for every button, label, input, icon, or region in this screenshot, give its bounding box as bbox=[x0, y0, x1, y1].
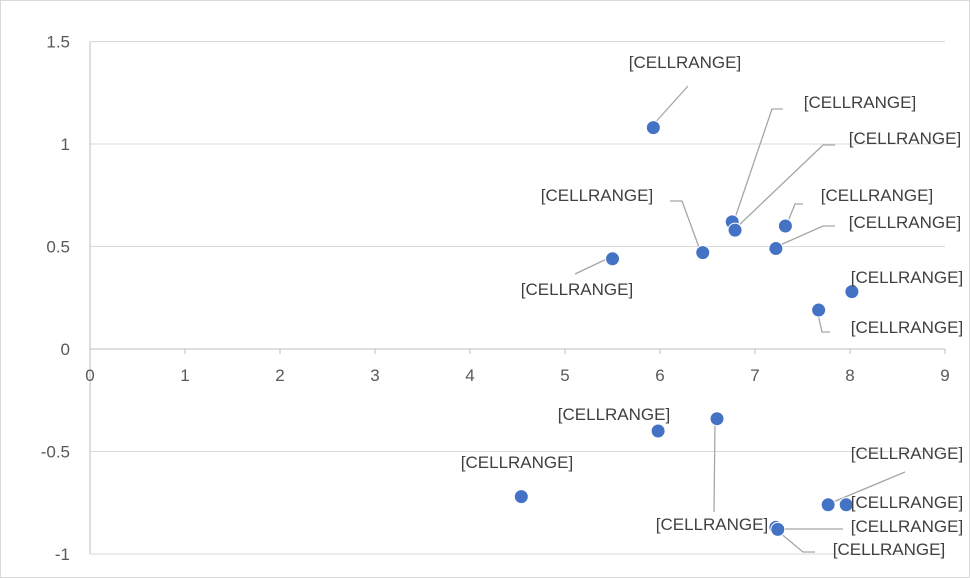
leader-line bbox=[735, 144, 835, 229]
data-point bbox=[811, 302, 827, 318]
data-point bbox=[777, 218, 793, 234]
x-tick-label: 3 bbox=[370, 366, 379, 385]
data-label: [CELLRANGE] bbox=[851, 318, 963, 337]
y-tick-label: 1 bbox=[61, 135, 70, 154]
data-point bbox=[838, 497, 854, 513]
data-point bbox=[513, 489, 529, 505]
x-tick-label: 8 bbox=[845, 366, 854, 385]
data-label: [CELLRANGE] bbox=[804, 93, 916, 112]
data-label: [CELLRANGE] bbox=[461, 453, 573, 472]
data-labels: [CELLRANGE] [CELLRANGE] [CELLRANGE] [CELLRA… bbox=[461, 53, 963, 559]
leader-line bbox=[713, 422, 716, 513]
data-point bbox=[650, 423, 666, 439]
data-label: [CELLRANGE] bbox=[558, 405, 670, 424]
x-tick-label: 1 bbox=[180, 366, 189, 385]
data-point bbox=[645, 120, 661, 136]
data-label: [CELLRANGE] bbox=[849, 129, 961, 148]
label-leader-lines bbox=[574, 85, 906, 553]
data-label: [CELLRANGE] bbox=[656, 515, 768, 534]
y-tick-label: 0.5 bbox=[46, 238, 70, 257]
data-label: [CELLRANGE] bbox=[541, 186, 653, 205]
data-point bbox=[820, 497, 836, 513]
data-points bbox=[513, 120, 860, 537]
data-label: [CELLRANGE] bbox=[851, 268, 963, 287]
data-point bbox=[709, 411, 725, 427]
leader-line bbox=[778, 531, 815, 553]
data-point bbox=[695, 245, 711, 261]
data-label: [CELLRANGE] bbox=[833, 540, 945, 559]
leader-line bbox=[734, 108, 783, 219]
data-label: [CELLRANGE] bbox=[851, 493, 963, 512]
data-label: [CELLRANGE] bbox=[821, 186, 933, 205]
x-tick-label: 0 bbox=[85, 366, 94, 385]
y-tick-label: 1.5 bbox=[46, 33, 70, 52]
gridlines bbox=[89, 41, 946, 555]
y-tick-label: 0 bbox=[61, 340, 70, 359]
data-label: [CELLRANGE] bbox=[629, 53, 741, 72]
data-point bbox=[844, 284, 860, 300]
x-tick-label: 5 bbox=[560, 366, 569, 385]
axis-tick-labels: 1.5 1 0.5 0 -0.5 -1 0 1 2 3 4 5 6 7 8 9 bbox=[41, 33, 950, 565]
data-point bbox=[768, 241, 784, 257]
data-label: [CELLRANGE] bbox=[521, 280, 633, 299]
x-tick-label: 9 bbox=[940, 366, 949, 385]
leader-line bbox=[825, 471, 906, 506]
data-label: [CELLRANGE] bbox=[851, 444, 963, 463]
data-label: [CELLRANGE] bbox=[849, 213, 961, 232]
y-tick-label: -0.5 bbox=[41, 443, 70, 462]
leader-line bbox=[652, 85, 689, 126]
x-tick-label: 6 bbox=[655, 366, 664, 385]
x-tick-label: 4 bbox=[465, 366, 474, 385]
data-point bbox=[727, 222, 743, 238]
leader-line bbox=[777, 225, 835, 247]
y-tick-label: -1 bbox=[55, 545, 70, 564]
data-point bbox=[605, 251, 620, 267]
x-tick-label: 2 bbox=[275, 366, 284, 385]
leader-line bbox=[786, 203, 803, 225]
data-label: [CELLRANGE] bbox=[851, 517, 963, 536]
data-point bbox=[770, 521, 786, 537]
leader-line bbox=[670, 200, 701, 251]
x-tick-label: 7 bbox=[750, 366, 759, 385]
